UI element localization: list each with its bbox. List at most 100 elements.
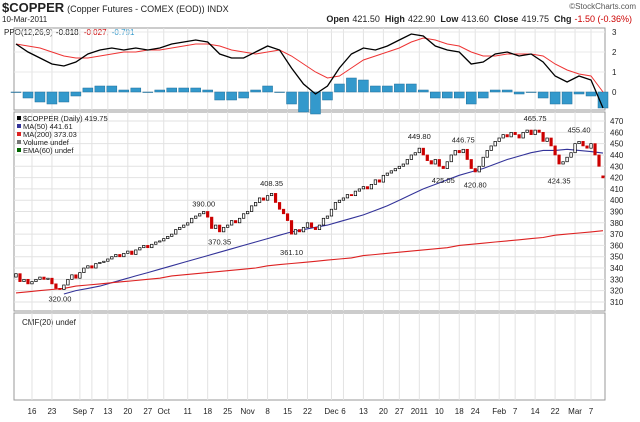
candle-body — [130, 250, 134, 255]
candle-body — [257, 197, 262, 203]
candle-body — [513, 132, 517, 135]
candle-body — [202, 211, 206, 215]
histogram-bar — [418, 89, 429, 93]
histogram-bar — [477, 91, 489, 99]
candle-body — [493, 141, 497, 147]
candle-body — [134, 249, 138, 255]
y-tick-label: 410 — [610, 185, 624, 194]
candle-body — [42, 276, 46, 280]
candle-body — [214, 224, 218, 229]
legend-label: Volume undef — [23, 138, 70, 147]
candle-body — [445, 161, 449, 169]
legend-swatch — [17, 124, 21, 128]
candle-body — [34, 278, 38, 282]
histogram-bar — [214, 91, 225, 101]
candle-body — [381, 174, 385, 183]
candle-body — [337, 199, 342, 203]
annotation: 465.75 — [524, 114, 547, 123]
candle-body — [317, 224, 322, 230]
x-tick-label: 13 — [359, 407, 368, 416]
candle-body — [166, 236, 170, 239]
histogram-bar — [442, 91, 453, 99]
candle-body — [321, 217, 326, 226]
y-tick-label: 450 — [610, 140, 624, 149]
histogram-bar — [489, 89, 501, 93]
histogram-bar — [274, 91, 285, 93]
candle-body — [329, 208, 334, 217]
x-tick-label: Sep — [73, 407, 88, 416]
moving-average — [63, 148, 604, 295]
x-tick-label: 7 — [513, 407, 518, 416]
histogram-bar — [130, 87, 142, 93]
date: 10-Mar-2011 — [2, 15, 48, 24]
candle-body — [421, 147, 425, 156]
x-tick-label: 27 — [143, 407, 152, 416]
histogram-bar — [34, 91, 46, 103]
candle-body — [178, 226, 182, 230]
candle-body — [373, 179, 377, 185]
x-tick-label: 24 — [471, 407, 480, 416]
y-tick-label: 430 — [610, 162, 624, 171]
histogram-bar — [465, 91, 477, 105]
histogram-bar — [250, 89, 261, 93]
candle-body — [453, 150, 457, 156]
candle-body — [425, 154, 429, 161]
candle-body — [46, 277, 50, 280]
legend-swatch — [17, 140, 21, 144]
y-tick-label: 330 — [610, 275, 624, 284]
candle-body — [525, 129, 529, 133]
candle-body — [102, 260, 106, 263]
annotation: 361.10 — [280, 248, 303, 257]
quote-label: Low — [440, 14, 459, 24]
histogram-bar — [406, 83, 417, 93]
candle-body — [70, 274, 74, 280]
legend-swatch — [17, 132, 21, 136]
x-tick-label: Dec — [324, 407, 338, 416]
candle-body — [162, 238, 166, 242]
candle-body — [154, 241, 158, 245]
annotation: 424.35 — [548, 177, 571, 186]
candle-body — [481, 156, 485, 167]
candle-body — [74, 274, 78, 279]
candle-body — [521, 132, 525, 139]
title: $COPPER — [2, 0, 65, 15]
candle-body — [190, 217, 194, 224]
candle-body — [593, 143, 597, 156]
y-tick-label: 310 — [610, 298, 624, 307]
x-tick-label: 8 — [265, 407, 270, 416]
legend-label: $COPPER (Daily) 419.75 — [23, 114, 108, 123]
x-tick-label: 7 — [589, 407, 594, 416]
candle-body — [341, 197, 346, 201]
histogram-bar — [166, 87, 177, 93]
histogram-bar — [430, 91, 441, 99]
candle-body — [269, 193, 274, 197]
candle-body — [413, 152, 417, 156]
candle-body — [449, 154, 453, 163]
candle-body — [66, 278, 70, 286]
candle-body — [549, 137, 553, 147]
candle-body — [222, 226, 226, 233]
candle-body — [461, 148, 465, 154]
signal-line — [15, 37, 604, 93]
candle-body — [285, 213, 290, 221]
cmf-panel — [13, 312, 606, 401]
x-tick-label: 15 — [283, 407, 292, 416]
y-tick-label: 380 — [610, 219, 624, 228]
ppo-panel — [13, 27, 606, 111]
x-tick-label: 22 — [551, 407, 560, 416]
y-tick-label: 390 — [610, 208, 624, 217]
quote-label: High — [385, 14, 405, 24]
y-tick-label: 370 — [610, 230, 624, 239]
candle-body — [170, 233, 174, 237]
candle-body — [14, 273, 18, 278]
candle-body — [569, 152, 573, 158]
x-tick-label: 13 — [103, 407, 112, 416]
histogram-bar — [370, 85, 381, 93]
histogram-bar — [585, 91, 597, 97]
y-tick-label: 360 — [610, 241, 624, 250]
candle-body — [393, 168, 397, 172]
candle-body — [90, 265, 94, 269]
candle-body — [86, 265, 90, 269]
candle-body — [106, 258, 110, 262]
